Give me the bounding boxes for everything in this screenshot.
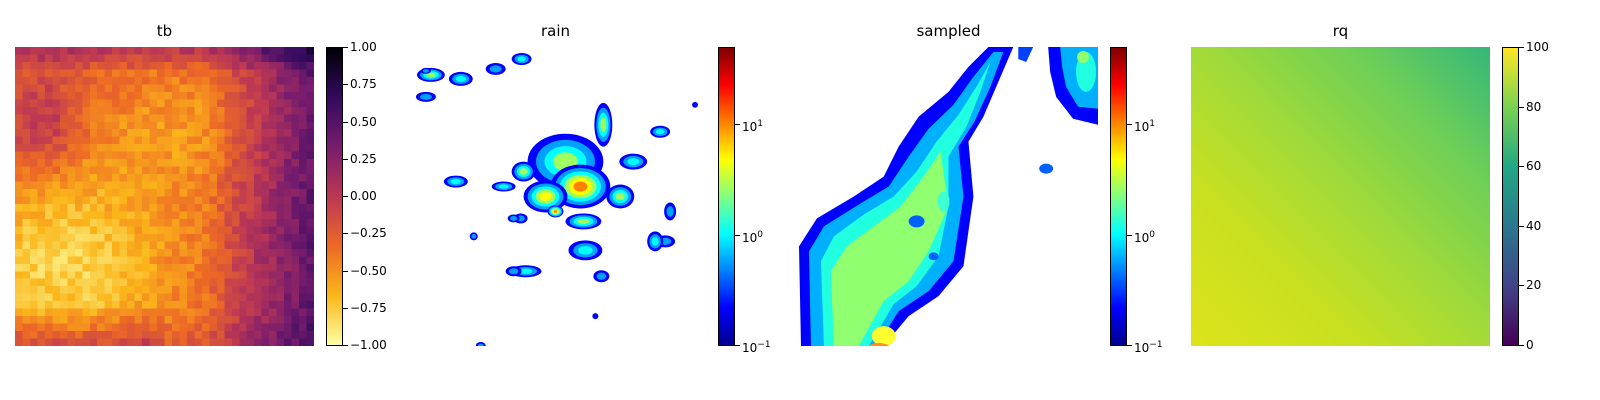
colorbar-rq xyxy=(1502,47,1519,346)
colorbar-tick-label: 60 xyxy=(1526,159,1542,174)
colorbar-tick-label: 80 xyxy=(1526,99,1542,114)
colorbar-tick-label: 20 xyxy=(1526,278,1542,293)
title-tb: tb xyxy=(156,22,173,40)
colorbar-tick xyxy=(735,124,740,126)
colorbar-tick-label: 0.50 xyxy=(350,114,377,129)
colorbar-tick xyxy=(1519,47,1524,48)
colorbar-tick xyxy=(343,121,348,123)
colorbar-tick-label: 0.25 xyxy=(350,151,377,166)
colorbar-rain xyxy=(718,47,735,346)
title-sampled: sampled xyxy=(916,22,981,40)
colorbar-tick-label: 100 xyxy=(1134,229,1156,245)
colorbar-tick-label: −0.25 xyxy=(350,226,387,241)
colorbar-tick xyxy=(343,196,348,197)
colorbar-tick-label: −1.00 xyxy=(350,338,387,352)
colorbar-tick-label: 1.00 xyxy=(350,40,377,54)
colorbar-sampled xyxy=(1110,47,1127,346)
colorbar-tick xyxy=(1519,345,1524,346)
colorbar-tick xyxy=(1519,166,1524,168)
heatmap-sampled xyxy=(799,47,1098,346)
colorbar-tick-label: 10−1 xyxy=(1134,340,1163,355)
colorbar-tick-label: 100 xyxy=(1526,40,1549,54)
colorbar-tick xyxy=(343,345,348,346)
colorbar-tick xyxy=(343,158,348,160)
colorbar-tick-label: 101 xyxy=(742,119,764,135)
colorbar-tick xyxy=(1519,285,1524,287)
heatmap-tb xyxy=(15,47,314,346)
colorbar-tick-label: 40 xyxy=(1526,218,1542,233)
colorbar-tick xyxy=(343,233,348,235)
colorbar-tick xyxy=(1127,124,1132,126)
colorbar-tick xyxy=(1519,106,1524,108)
colorbar-tick xyxy=(1519,225,1524,227)
title-rain: rain xyxy=(540,22,571,40)
colorbar-tick-label: 0.00 xyxy=(350,189,377,203)
colorbar-tick xyxy=(343,270,348,272)
colorbar-tb xyxy=(326,47,343,346)
title-rq: rq xyxy=(1332,22,1349,40)
colorbar-tick-label: 101 xyxy=(1134,119,1156,135)
colorbar-tick xyxy=(343,307,348,309)
heatmap-rain xyxy=(415,52,699,346)
colorbar-tick xyxy=(343,47,348,48)
colorbar-tick-label: 0.75 xyxy=(350,77,377,92)
colorbar-tick-label: 100 xyxy=(742,229,764,245)
heatmap-rq xyxy=(1191,47,1490,346)
colorbar-tick xyxy=(1127,234,1132,236)
colorbar-tick-label: 0 xyxy=(1526,338,1534,352)
colorbar-tick xyxy=(343,84,348,86)
colorbar-tick-label: −0.50 xyxy=(350,263,387,278)
colorbar-tick xyxy=(735,234,740,236)
colorbar-tick-label: 10−1 xyxy=(742,340,771,355)
colorbar-tick xyxy=(1127,345,1132,346)
colorbar-tick-label: −0.75 xyxy=(350,300,387,315)
colorbar-tick xyxy=(735,345,740,346)
